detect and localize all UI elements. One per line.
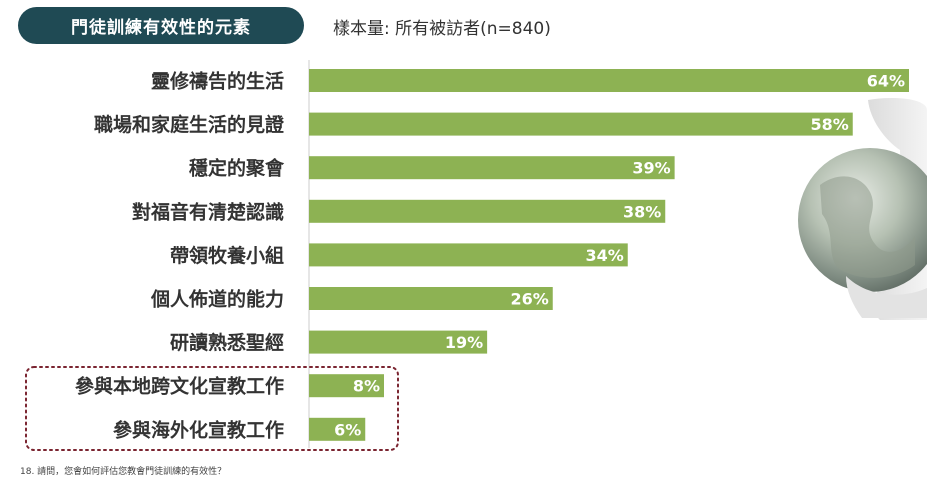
category-label: 參與海外化宣教工作: [113, 418, 284, 441]
value-label: 6%: [334, 420, 361, 439]
bar: [309, 287, 553, 310]
category-label: 研讀熟悉聖經: [170, 331, 284, 354]
value-label: 26%: [510, 290, 548, 309]
bar: [309, 330, 488, 354]
value-label: 64%: [867, 72, 905, 91]
value-label: 58%: [810, 115, 848, 134]
category-label: 參與本地跨文化宣教工作: [75, 375, 284, 398]
value-label: 8%: [353, 377, 380, 396]
value-label: 39%: [632, 159, 670, 178]
footnote: 18. 請問，您會如何評估您教會門徒訓練的有效性？: [20, 467, 227, 477]
category-label: 穩定的聚會: [189, 157, 285, 180]
category-label: 帶領牧養小組: [170, 244, 284, 267]
bar: [309, 374, 384, 398]
value-label: 38%: [623, 202, 661, 221]
highlight-box: [25, 366, 399, 451]
bar: [309, 156, 675, 180]
bar: [309, 69, 909, 92]
value-label: 34%: [585, 246, 623, 265]
category-label: 靈修禱告的生活: [151, 70, 284, 93]
bar: [309, 417, 366, 441]
value-label: 19%: [445, 333, 483, 352]
bar: [309, 112, 853, 136]
bar: [309, 243, 628, 267]
category-label: 職場和家庭生活的見證: [94, 113, 285, 136]
chart-title: 門徒訓練有效性的元素: [18, 7, 304, 44]
category-label: 個人佈道的能力: [150, 288, 284, 311]
bar: [309, 199, 666, 223]
category-label: 對福音有清楚認識: [132, 200, 284, 223]
globe-hand-illustration: [798, 98, 927, 320]
sample-size-label: 樣本量: 所有被訪者(n=840): [333, 19, 551, 39]
